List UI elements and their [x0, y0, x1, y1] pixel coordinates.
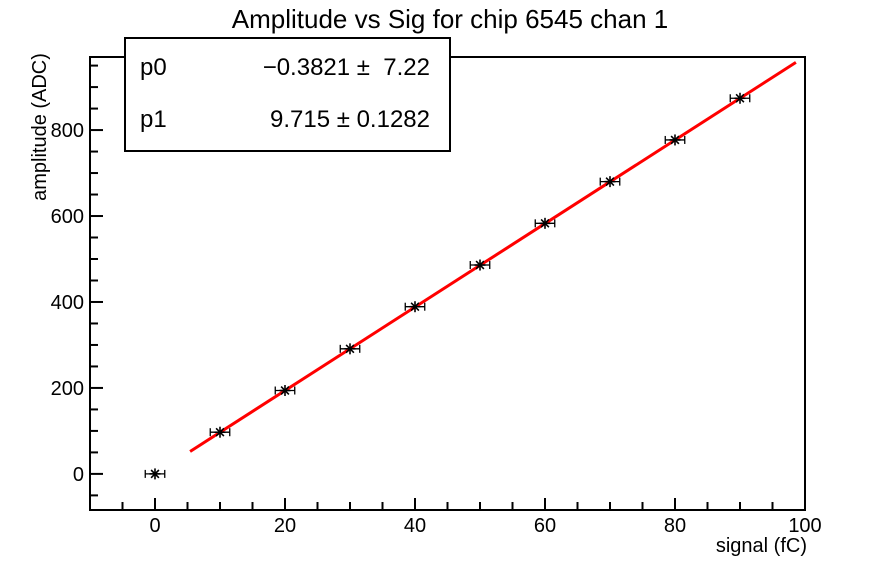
x-tick-label: 20 — [274, 515, 296, 537]
plot-area: 0 20 40 60 80 100 0 200 400 600 800 — [51, 56, 822, 537]
stats-value-p0: −0.3821 ± 7.22 — [263, 54, 430, 81]
y-axis-title: amplitude (ADC) — [29, 53, 51, 201]
data-marker — [475, 260, 485, 270]
x-tick-label: 100 — [788, 515, 821, 537]
data-marker — [280, 386, 290, 395]
x-tick-label: 80 — [664, 515, 686, 537]
x-axis-title: signal (fC) — [716, 535, 807, 557]
data-marker — [670, 135, 680, 145]
data-marker — [215, 427, 225, 437]
stats-param-p0: p0 — [140, 54, 167, 81]
stats-box: p0 −0.3821 ± 7.22 p1 9.715 ± 0.1282 — [124, 37, 451, 152]
data-marker — [605, 177, 615, 187]
stats-param-p1: p1 — [140, 106, 167, 133]
data-marker — [540, 218, 550, 228]
x-tick-label: 0 — [149, 515, 160, 537]
data-marker — [345, 344, 355, 354]
fit-line — [189, 61, 797, 453]
data-marker — [410, 302, 420, 312]
y-tick-label: 400 — [51, 292, 84, 314]
x-tick-label: 40 — [404, 515, 426, 537]
y-tick-label: 600 — [51, 206, 84, 228]
stats-value-p1: 9.715 ± 0.1282 — [270, 106, 430, 133]
y-tick-label: 200 — [51, 378, 84, 400]
x-tick-label: 60 — [534, 515, 556, 537]
data-marker — [150, 469, 160, 479]
y-tick-label: 800 — [51, 120, 84, 142]
y-tick-label: 0 — [73, 464, 84, 486]
chart-title: Amplitude vs Sig for chip 6545 chan 1 — [232, 4, 668, 34]
stats-box-border — [124, 37, 451, 152]
data-marker — [735, 93, 745, 103]
